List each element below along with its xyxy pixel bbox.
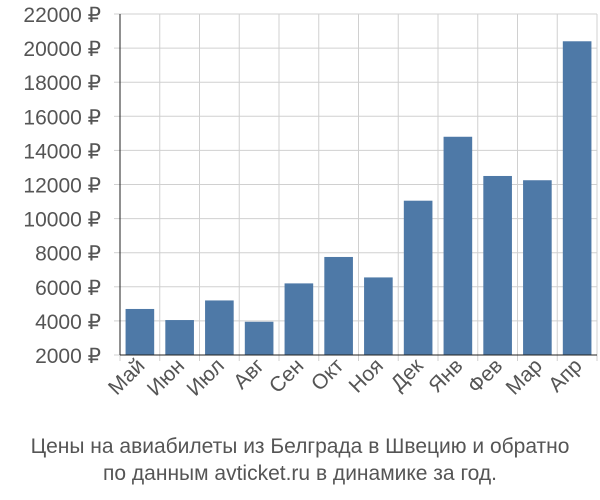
x-tick-label: Ноя <box>345 354 388 397</box>
bar-3 <box>205 300 234 355</box>
chart-caption-line-2: по данным avticket.ru в динамике за год. <box>103 462 497 485</box>
x-tick-label: Авг <box>229 354 269 394</box>
x-tick-label: Июн <box>143 354 189 400</box>
y-tick-label: 20000 ₽ <box>23 38 101 61</box>
y-tick-label: 8000 ₽ <box>35 243 101 266</box>
y-tick-label: 22000 ₽ <box>23 4 101 27</box>
y-tick-label: 16000 ₽ <box>23 106 101 129</box>
x-tick-label: Сен <box>265 354 308 397</box>
y-tick-label: 2000 ₽ <box>35 345 101 368</box>
y-tick-label: 14000 ₽ <box>23 140 101 163</box>
bar-4 <box>244 321 274 355</box>
bar-1 <box>125 308 155 355</box>
x-tick-label: Дек <box>387 354 429 396</box>
x-tick-label: Янв <box>424 354 467 397</box>
x-tick-label: Май <box>104 354 149 399</box>
x-tick-label: Апр <box>544 354 586 396</box>
y-tick-label: 12000 ₽ <box>23 175 101 198</box>
bar-8 <box>403 200 433 355</box>
x-tick-label: Мар <box>502 354 547 399</box>
bar-11 <box>523 180 552 355</box>
axes <box>119 14 597 356</box>
bar-5 <box>284 283 314 355</box>
y-tick-label: 4000 ₽ <box>35 311 101 334</box>
x-tick-label: Фев <box>463 354 507 398</box>
bar-12 <box>562 41 592 355</box>
y-tick-label: 10000 ₽ <box>23 209 101 232</box>
bar-10 <box>483 175 512 355</box>
bar-6 <box>324 256 353 355</box>
bar-2 <box>165 320 194 355</box>
y-tick-label: 18000 ₽ <box>23 72 101 95</box>
bars <box>125 41 592 355</box>
bar-7 <box>364 277 393 355</box>
x-tick-label: Июл <box>182 354 228 400</box>
y-tick-labels: 2000 ₽ 4000 ₽ 6000 ₽ 8000 ₽ 10000 ₽ 12000 ₽ 14… <box>23 4 101 368</box>
chart-caption-line-1: Цены на авиабилеты из Белграда в Швецию … <box>30 435 570 458</box>
bar-chart: 2000 ₽ 4000 ₽ 6000 ₽ 8000 ₽ 10000 ₽ 12000 ₽ 14… <box>23 4 598 401</box>
x-tick-label: Окт <box>307 354 349 396</box>
y-tick-label: 6000 ₽ <box>35 277 101 300</box>
bar-9 <box>443 136 473 355</box>
